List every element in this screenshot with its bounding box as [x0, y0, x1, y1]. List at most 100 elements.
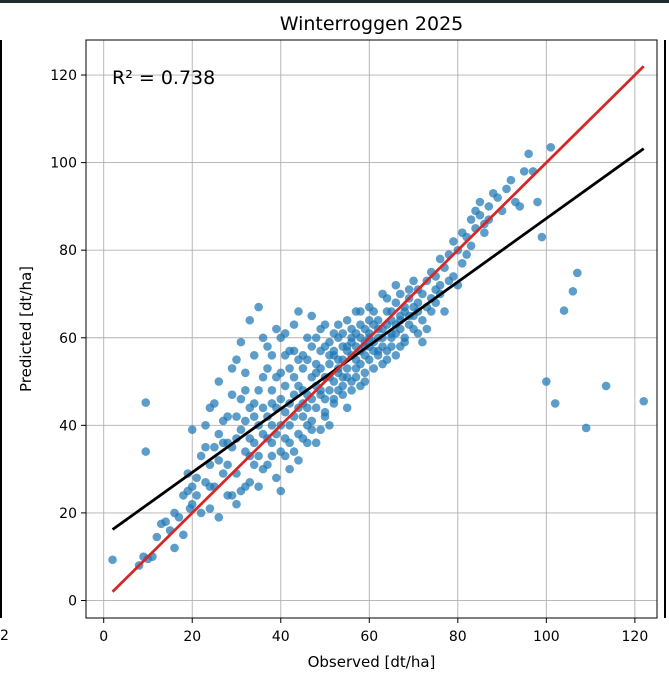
data-point: [435, 254, 445, 264]
data-point: [196, 508, 206, 518]
data-point: [418, 315, 427, 325]
data-point: [329, 377, 339, 386]
data-point: [426, 307, 436, 316]
data-point: [639, 396, 649, 406]
data-point: [294, 307, 303, 316]
data-point: [311, 333, 321, 343]
data-point: [356, 359, 365, 369]
data-point: [214, 377, 224, 386]
data-point: [214, 429, 224, 439]
data-point: [236, 425, 246, 435]
data-point: [325, 421, 334, 430]
data-point: [254, 302, 263, 312]
data-point: [232, 412, 241, 421]
data-point: [320, 394, 330, 404]
data-point: [276, 486, 286, 496]
data-point: [267, 438, 277, 448]
data-point: [303, 355, 312, 364]
data-point: [537, 232, 547, 242]
data-point: [506, 175, 516, 185]
data-point: [320, 407, 330, 417]
data-point: [303, 438, 312, 448]
data-point: [400, 333, 409, 343]
data-point: [457, 259, 467, 268]
data-point: [210, 442, 219, 452]
data-point: [179, 530, 188, 540]
data-point: [466, 241, 476, 251]
data-point: [334, 320, 343, 329]
data-point: [462, 250, 471, 259]
x-tick-label: 80: [449, 629, 467, 645]
data-point: [342, 364, 352, 373]
data-point: [356, 307, 365, 316]
data-point: [249, 412, 259, 421]
data-point: [267, 451, 277, 461]
x-tick-label: 40: [272, 629, 290, 645]
data-point: [285, 364, 294, 373]
data-point: [413, 329, 423, 338]
regression-fit-line: [111, 147, 645, 531]
data-point: [294, 456, 303, 465]
data-point: [519, 167, 529, 176]
data-point: [205, 504, 215, 513]
data-point: [174, 512, 184, 522]
data-point: [227, 491, 237, 500]
data-point: [515, 202, 525, 211]
data-point: [342, 403, 352, 413]
data-point: [311, 403, 321, 413]
data-point: [187, 482, 197, 491]
data-point: [201, 421, 210, 430]
data-point: [108, 555, 117, 565]
data-point: [214, 512, 224, 522]
data-point: [245, 315, 255, 325]
data-point: [475, 197, 485, 207]
data-point: [267, 350, 277, 360]
data-point: [218, 469, 228, 478]
data-point: [263, 364, 272, 373]
data-point: [329, 394, 339, 404]
data-point: [307, 311, 317, 321]
data-point: [280, 407, 290, 417]
x-tick-label: 20: [183, 629, 201, 645]
data-point: [245, 477, 255, 487]
data-point: [254, 451, 263, 461]
x-tick-label: 60: [360, 629, 378, 645]
data-point: [413, 298, 423, 308]
data-point: [192, 473, 201, 483]
data-point: [418, 337, 427, 347]
data-point: [298, 412, 308, 421]
data-point: [187, 499, 197, 509]
data-point: [196, 451, 206, 461]
data-point: [170, 543, 179, 553]
data-point: [214, 456, 224, 465]
data-point: [141, 398, 151, 407]
data-point: [303, 333, 312, 343]
data-point: [249, 399, 259, 408]
data-point: [223, 412, 232, 421]
data-point: [391, 350, 401, 360]
data-point: [573, 268, 582, 278]
data-point: [289, 372, 299, 382]
data-point: [285, 438, 294, 448]
data-point: [369, 307, 379, 316]
data-point: [307, 425, 317, 435]
data-point: [249, 460, 259, 470]
window-top-border: [0, 0, 669, 3]
data-point: [227, 390, 237, 399]
data-point: [382, 355, 392, 364]
data-point: [347, 386, 356, 395]
data-point: [387, 342, 396, 351]
data-point: [418, 289, 427, 299]
data-point: [249, 438, 259, 448]
data-point: [254, 386, 263, 395]
x-tick-label: 120: [622, 629, 649, 645]
plot-frame: [85, 39, 658, 619]
data-point: [316, 425, 325, 435]
data-point: [449, 272, 458, 281]
data-point: [391, 298, 401, 308]
y-tick-label: 100: [50, 156, 77, 172]
data-point: [480, 228, 489, 237]
y-tick-label: 40: [59, 418, 77, 434]
data-point: [435, 280, 445, 290]
data-point: [227, 364, 237, 373]
